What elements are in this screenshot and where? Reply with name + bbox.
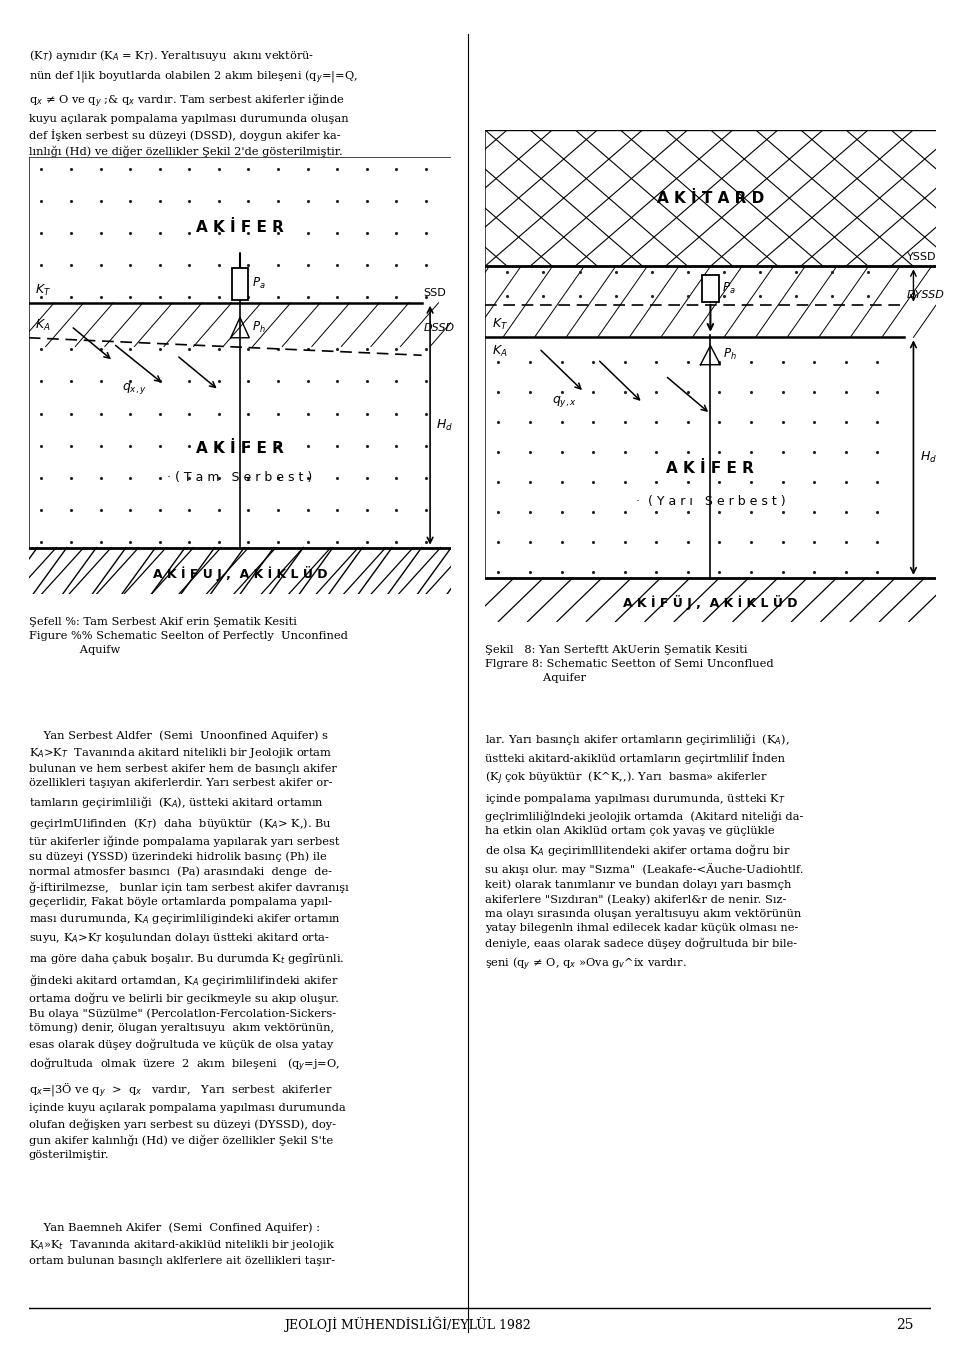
Text: DSSD: DSSD: [423, 324, 455, 333]
Text: $P_a$: $P_a$: [722, 280, 735, 296]
Text: 25: 25: [896, 1318, 913, 1332]
Text: YSSD: YSSD: [906, 251, 936, 262]
Text: A K İ F E R: A K İ F E R: [196, 441, 284, 456]
Bar: [232, 268, 248, 301]
Text: JEOLOJİ MÜHENDİSLİĞİ/EYLÜL 1982: JEOLOJİ MÜHENDİSLİĞİ/EYLÜL 1982: [284, 1317, 531, 1332]
Text: $q_{y,x}$: $q_{y,x}$: [553, 393, 577, 408]
Text: $K_T$: $K_T$: [492, 317, 508, 332]
Bar: [485, 130, 936, 266]
Text: Şefell %: Tam Serbest Akif erin Şematik Kesiti
Figure %% Schematic Seelton of Pe: Şefell %: Tam Serbest Akif erin Şematik …: [29, 617, 348, 656]
Bar: [702, 275, 719, 302]
Text: $P_a$: $P_a$: [252, 276, 266, 291]
Text: Yan Baemneh Akifer  (Semi  Confined Aquifer) :
K$_A$»K$_t$  Tavanında akitard-ak: Yan Baemneh Akifer (Semi Confined Aquife…: [29, 1223, 335, 1266]
Text: lar. Yarı basınçlı akifer ortamların geçirimliliği  (K$_A$),
üstteki akitard-aki: lar. Yarı basınçlı akifer ortamların geç…: [485, 731, 804, 973]
Text: ·  ( Y a r ı   S e r b e s t ): · ( Y a r ı S e r b e s t ): [636, 494, 785, 508]
Text: A K İ F E R: A K İ F E R: [666, 462, 755, 475]
Text: $K_T$: $K_T$: [36, 283, 51, 298]
Text: $K_A$: $K_A$: [492, 344, 507, 359]
Bar: [485, 578, 936, 622]
Text: $K_A$: $K_A$: [36, 318, 51, 333]
Text: $H_d$: $H_d$: [437, 418, 453, 433]
Text: A K İ F Ü J ,  A K İ K L Ü D: A K İ F Ü J , A K İ K L Ü D: [623, 596, 798, 609]
Text: Şekil   8: Yan Serteftt AkUerin Şematik Kesiti
Flgrare 8: Schematic Seetton of S: Şekil 8: Yan Serteftt AkUerin Şematik Ke…: [485, 645, 774, 683]
Text: DYSSD: DYSSD: [906, 290, 945, 301]
Text: A K İ T A R D: A K İ T A R D: [657, 191, 764, 205]
Text: Yan Serbest Aldfer  (Semi  Unoonfined Aquifer) s
K$_A$>K$_T$  Tavanında akitard : Yan Serbest Aldfer (Semi Unoonfined Aqui…: [29, 731, 348, 1160]
Text: $P_h$: $P_h$: [252, 320, 266, 335]
Text: · ( T a m   S e r b e s t ): · ( T a m S e r b e s t ): [167, 471, 313, 484]
Text: $q_{x,y}$: $q_{x,y}$: [122, 381, 147, 396]
Text: A K İ F E R: A K İ F E R: [196, 220, 284, 235]
Bar: [29, 548, 451, 594]
Text: (K$_T$) aynıdır (K$_A$ = K$_T$). Yeraltısuyu  akını vektörü-
nün def l|ik boyutl: (K$_T$) aynıdır (K$_A$ = K$_T$). Yeraltı…: [29, 48, 358, 157]
Text: SSD: SSD: [423, 288, 446, 298]
Text: $H_d$: $H_d$: [921, 449, 937, 466]
Text: $P_h$: $P_h$: [723, 347, 736, 362]
Text: A K İ F U J ,  A K İ K L Ü D: A K İ F U J , A K İ K L Ü D: [153, 567, 327, 582]
